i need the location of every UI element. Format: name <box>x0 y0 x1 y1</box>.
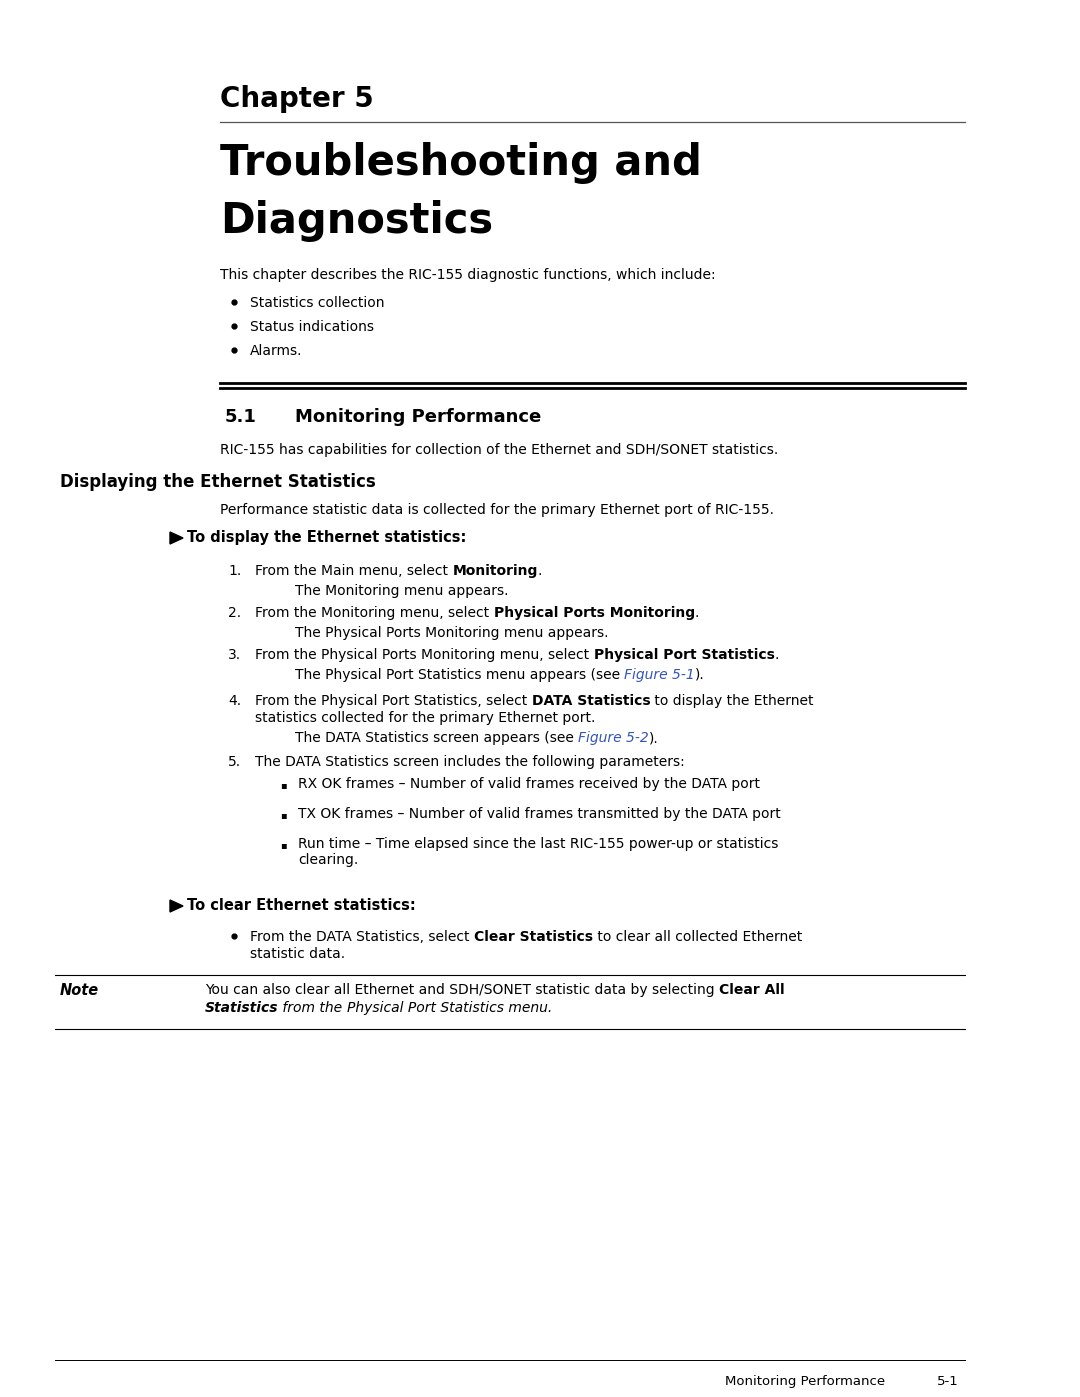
Text: From the Physical Ports Monitoring menu, select: From the Physical Ports Monitoring menu,… <box>255 648 594 662</box>
Text: Monitoring Performance: Monitoring Performance <box>295 408 541 426</box>
Text: From the DATA Statistics, select: From the DATA Statistics, select <box>249 930 474 944</box>
Text: 5.: 5. <box>228 754 241 768</box>
Text: Clear All: Clear All <box>719 983 785 997</box>
Text: Physical Ports Monitoring: Physical Ports Monitoring <box>494 606 694 620</box>
Text: ▪: ▪ <box>280 810 286 820</box>
Text: from the: from the <box>279 1002 347 1016</box>
Text: Performance statistic data is collected for the primary Ethernet port of RIC-155: Performance statistic data is collected … <box>220 503 774 517</box>
Text: Physical Port Statistics: Physical Port Statistics <box>594 648 774 662</box>
Text: Statistics collection: Statistics collection <box>249 296 384 310</box>
Text: Monitoring: Monitoring <box>453 564 538 578</box>
Text: Status indications: Status indications <box>249 320 374 334</box>
Text: 2.: 2. <box>228 606 241 620</box>
Text: The Physical Port Statistics menu appears (see: The Physical Port Statistics menu appear… <box>295 668 624 682</box>
Text: Troubleshooting and: Troubleshooting and <box>220 142 702 184</box>
Text: 5.1: 5.1 <box>225 408 257 426</box>
Text: .: . <box>694 606 699 620</box>
Text: Figure 5-2: Figure 5-2 <box>578 731 649 745</box>
Text: RX OK frames – Number of valid frames received by the DATA port: RX OK frames – Number of valid frames re… <box>298 777 760 791</box>
Text: Alarms.: Alarms. <box>249 344 302 358</box>
Text: DATA Statistics: DATA Statistics <box>531 694 650 708</box>
Text: .: . <box>774 648 779 662</box>
Text: The Physical Ports Monitoring menu appears.: The Physical Ports Monitoring menu appea… <box>295 626 608 640</box>
Text: To clear Ethernet statistics:: To clear Ethernet statistics: <box>187 898 416 914</box>
Text: Physical Port Statistics: Physical Port Statistics <box>347 1002 504 1016</box>
Text: to clear all collected Ethernet: to clear all collected Ethernet <box>593 930 802 944</box>
Text: Run time – Time elapsed since the last RIC-155 power-up or statistics: Run time – Time elapsed since the last R… <box>298 837 779 851</box>
Text: Clear Statistics: Clear Statistics <box>474 930 593 944</box>
Text: The DATA Statistics screen appears (see: The DATA Statistics screen appears (see <box>295 731 578 745</box>
Text: The Monitoring menu appears.: The Monitoring menu appears. <box>295 584 509 598</box>
Text: clearing.: clearing. <box>298 854 359 868</box>
Text: ▪: ▪ <box>280 840 286 849</box>
Text: Statistics: Statistics <box>205 1002 279 1016</box>
Text: TX OK frames – Number of valid frames transmitted by the DATA port: TX OK frames – Number of valid frames tr… <box>298 807 781 821</box>
Text: statistics collected for the primary Ethernet port.: statistics collected for the primary Eth… <box>255 711 595 725</box>
Text: From the Physical Port Statistics, select: From the Physical Port Statistics, selec… <box>255 694 531 708</box>
Text: From the Main menu, select: From the Main menu, select <box>255 564 453 578</box>
Text: Note: Note <box>60 983 99 997</box>
Text: Chapter 5: Chapter 5 <box>220 85 374 113</box>
Text: Monitoring Performance: Monitoring Performance <box>725 1375 886 1389</box>
Text: .: . <box>538 564 542 578</box>
Text: 4.: 4. <box>228 694 241 708</box>
Text: RIC-155 has capabilities for collection of the Ethernet and SDH/SONET statistics: RIC-155 has capabilities for collection … <box>220 443 779 457</box>
Text: from the: from the <box>279 1002 347 1016</box>
Text: You can also clear all Ethernet and SDH/SONET statistic data by selecting: You can also clear all Ethernet and SDH/… <box>205 983 719 997</box>
Text: Physical Port Statistics: Physical Port Statistics <box>347 1002 504 1016</box>
Text: The DATA Statistics screen includes the following parameters:: The DATA Statistics screen includes the … <box>255 754 685 768</box>
Text: ▪: ▪ <box>280 780 286 789</box>
Text: Displaying the Ethernet Statistics: Displaying the Ethernet Statistics <box>60 474 376 490</box>
Text: menu.: menu. <box>504 1002 552 1016</box>
Text: From the Monitoring menu, select: From the Monitoring menu, select <box>255 606 494 620</box>
Text: 5-1: 5-1 <box>937 1375 959 1389</box>
Polygon shape <box>170 532 183 543</box>
Text: to display the Ethernet: to display the Ethernet <box>650 694 813 708</box>
Text: To display the Ethernet statistics:: To display the Ethernet statistics: <box>187 529 467 545</box>
Text: Figure 5-1: Figure 5-1 <box>624 668 696 682</box>
Text: This chapter describes the RIC-155 diagnostic functions, which include:: This chapter describes the RIC-155 diagn… <box>220 268 716 282</box>
Text: statistic data.: statistic data. <box>249 947 346 961</box>
Text: ).: ). <box>649 731 659 745</box>
Text: ).: ). <box>696 668 705 682</box>
Text: 3.: 3. <box>228 648 241 662</box>
Polygon shape <box>170 900 183 912</box>
Text: 1.: 1. <box>228 564 241 578</box>
Text: Diagnostics: Diagnostics <box>220 200 494 242</box>
